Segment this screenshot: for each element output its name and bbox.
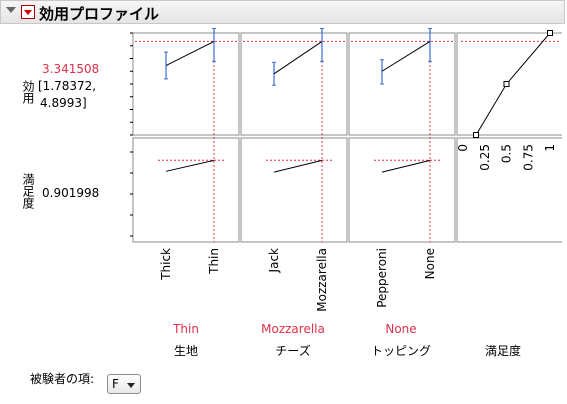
factor-crust-current: Thin (173, 322, 199, 336)
utility-axis-label: 効用 (21, 80, 35, 104)
desirability-line (273, 159, 323, 173)
desirability-x-tick-label: 0.75 (521, 144, 535, 171)
panel-frame (132, 137, 240, 243)
utility-value: 3.341508 (42, 62, 100, 76)
factor-topping-current: None (385, 322, 417, 336)
chevron-down-icon (127, 383, 135, 388)
subject-term-dropdown[interactable]: F (107, 374, 141, 394)
desirability-x-tick-label: 0 (456, 144, 470, 152)
factor-cheese-current: Mozzarella (261, 322, 325, 336)
utility-ci-high: 4.8993] (40, 96, 87, 110)
panel-frame (132, 32, 240, 136)
level-tick-label: Jack (267, 248, 281, 273)
desirability-value: 0.901998 (42, 186, 100, 200)
factor-crust-label: 生地 (173, 344, 198, 358)
utility-ci-low: [1.78372, (38, 79, 97, 93)
level-tick-label: Pepperoni (375, 248, 389, 308)
panel-frame (348, 137, 456, 243)
desirability-axis-label: 満足度 (21, 173, 35, 209)
utility-profiler-header: 効用プロファイル (0, 0, 565, 24)
factor-desirability-label: 満足度 (484, 344, 521, 358)
panel-frame (240, 137, 348, 243)
desirability-x-tick-label: 1 (543, 144, 557, 152)
utility-line (273, 41, 323, 75)
factor-cheese-label: チーズ (275, 344, 311, 358)
desirability-function-marker (473, 132, 480, 138)
level-tick-label: Thick (159, 248, 173, 281)
level-tick-label: Mozzarella (315, 248, 329, 312)
desirability-x-tick-label: 0.5 (500, 144, 514, 163)
panel-frame (456, 137, 562, 243)
panel-frame (240, 32, 348, 136)
subject-term-label: 被験者の項: (30, 372, 95, 386)
panel-frame (348, 32, 456, 136)
desirability-x-tick-label: 0.25 (478, 144, 492, 171)
desirability-function-line (475, 32, 551, 136)
desirability-function-marker (503, 81, 510, 87)
utility-line (165, 40, 215, 66)
red-menu-triangle-icon[interactable] (21, 5, 35, 19)
factor-topping-label: トッピング (370, 344, 431, 358)
panel-frame (456, 32, 562, 136)
desirability-line (165, 159, 215, 172)
collapse-triangle-icon[interactable] (6, 7, 16, 13)
panel-title: 効用プロファイル (39, 5, 160, 23)
utility-line (381, 40, 431, 72)
level-tick-label: Thin (207, 248, 221, 275)
desirability-function-marker (547, 30, 553, 36)
level-tick-label: None (423, 248, 437, 279)
profiler-plots: -4-3-2-10123400.250.50.751ThickThinJackM… (130, 28, 562, 312)
desirability-line (381, 159, 431, 173)
subject-term-value: F (112, 377, 119, 391)
